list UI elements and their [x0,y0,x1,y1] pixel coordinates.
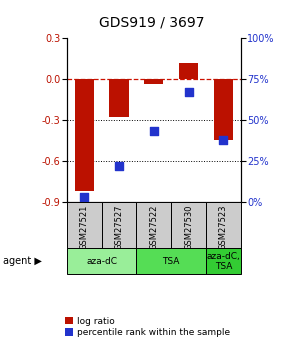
Bar [171,202,206,248]
Text: aza-dC,
TSA: aza-dC, TSA [207,252,240,271]
Bar [206,248,241,274]
Legend: log ratio, percentile rank within the sample: log ratio, percentile rank within the sa… [65,317,230,337]
Bar [144,79,163,85]
Point [116,163,121,169]
Bar [109,79,128,117]
Bar [102,202,136,248]
Text: GSM27527: GSM27527 [115,205,123,250]
Text: GSM27530: GSM27530 [184,205,193,250]
Text: GSM27523: GSM27523 [219,205,228,250]
Bar [136,202,171,248]
Bar [67,248,136,274]
Text: TSA: TSA [162,257,180,266]
Text: GSM27522: GSM27522 [149,205,158,250]
Bar [136,248,206,274]
Point [151,129,156,134]
Bar [206,202,241,248]
Text: GDS919 / 3697: GDS919 / 3697 [99,16,204,30]
Point [82,194,87,200]
Point [186,89,191,95]
Bar [75,79,94,191]
Bar [67,202,102,248]
Bar [214,79,233,140]
Bar [179,62,198,79]
Point [221,137,226,142]
Text: agent ▶: agent ▶ [3,256,42,266]
Text: aza-dC: aza-dC [86,257,117,266]
Text: GSM27521: GSM27521 [80,205,88,250]
